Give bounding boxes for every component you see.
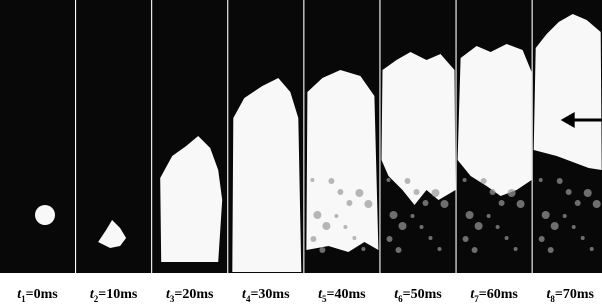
- label-time: =50ms: [403, 287, 443, 302]
- frame-label: t2=10ms: [90, 287, 138, 304]
- frame-label: t4=30ms: [242, 287, 290, 304]
- speckle: [472, 247, 478, 253]
- speckle: [346, 200, 352, 206]
- speckle: [396, 247, 402, 253]
- speckle: [438, 247, 442, 251]
- speckle: [390, 211, 398, 219]
- plume: [35, 205, 55, 225]
- speckle: [432, 189, 440, 197]
- speckle: [387, 236, 393, 242]
- frame: [533, 0, 602, 273]
- speckle: [496, 225, 500, 229]
- speckle: [590, 247, 594, 251]
- speckle: [499, 200, 505, 206]
- speckle: [423, 200, 429, 206]
- label-time: =60ms: [479, 287, 519, 302]
- speckle: [490, 189, 496, 195]
- label-time: =20ms: [174, 287, 214, 302]
- frame-label: t8=70ms: [546, 287, 594, 304]
- speckle: [539, 236, 545, 242]
- speckle: [337, 189, 343, 195]
- frame-background: [0, 0, 75, 273]
- label-time: =40ms: [327, 287, 367, 302]
- speckle: [542, 211, 550, 219]
- frame: [76, 0, 151, 273]
- speckle: [319, 247, 325, 253]
- speckle: [352, 236, 356, 240]
- speckle: [313, 211, 321, 219]
- speckle: [441, 200, 449, 208]
- speckle: [508, 189, 516, 197]
- speckle: [399, 222, 407, 230]
- speckle: [575, 200, 581, 206]
- speckle: [517, 200, 525, 208]
- frame-label: t7=60ms: [470, 287, 518, 304]
- speckle: [322, 222, 330, 230]
- speckle: [310, 236, 316, 242]
- speckle: [584, 189, 592, 197]
- plume: [306, 70, 378, 252]
- frame-label: t3=20ms: [166, 287, 214, 304]
- speckle: [548, 247, 554, 253]
- speckle: [475, 222, 483, 230]
- speckle: [563, 214, 567, 218]
- plume: [458, 44, 532, 196]
- speckle: [466, 211, 474, 219]
- speckle: [411, 214, 415, 218]
- speckle: [572, 225, 576, 229]
- speckle: [355, 189, 363, 197]
- speckle: [581, 236, 585, 240]
- speckle: [463, 236, 469, 242]
- frame: [228, 0, 303, 273]
- speckle: [361, 247, 365, 251]
- frame-label: t5=40ms: [318, 287, 366, 304]
- frame-label: t1=0ms: [17, 287, 58, 304]
- speckle: [551, 222, 559, 230]
- speckle: [539, 178, 543, 182]
- speckle: [310, 178, 314, 182]
- frame: [152, 0, 227, 273]
- label-time: =0ms: [26, 287, 59, 302]
- frame-label: t6=50ms: [394, 287, 442, 304]
- speckle: [364, 200, 372, 208]
- plume: [232, 78, 301, 272]
- label-time: =30ms: [250, 287, 290, 302]
- speckle: [514, 247, 518, 251]
- frame: [457, 0, 532, 273]
- speckle: [334, 214, 338, 218]
- speckle: [328, 178, 334, 184]
- speckle: [387, 178, 391, 182]
- speckle: [405, 178, 411, 184]
- frame: [304, 0, 379, 273]
- speckle: [343, 225, 347, 229]
- speckle: [593, 200, 601, 208]
- label-time: =10ms: [98, 287, 138, 302]
- speckle: [566, 189, 572, 195]
- speckle: [505, 236, 509, 240]
- figure: t1=0ms t2=10ms t3=20ms t4=30ms t5=40ms t6=50m…: [0, 0, 602, 307]
- label-time: =70ms: [555, 287, 595, 302]
- frame: [0, 0, 75, 273]
- speckle: [557, 178, 563, 184]
- speckle: [463, 178, 467, 182]
- speckle: [481, 178, 487, 184]
- speckle: [487, 214, 491, 218]
- speckle: [414, 189, 420, 195]
- speckle: [429, 236, 433, 240]
- frame: [381, 0, 456, 273]
- speckle: [420, 225, 424, 229]
